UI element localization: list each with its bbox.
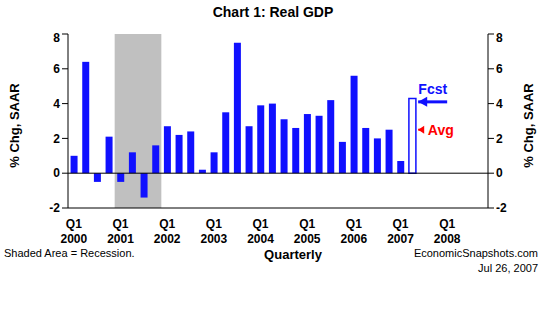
- svg-text:Avg: Avg: [428, 122, 454, 138]
- svg-text:6: 6: [496, 62, 503, 76]
- html-text:Quarterly: Quarterly: [264, 247, 322, 262]
- svg-text:Q12002: Q12002: [154, 217, 181, 244]
- svg-text:Q12004: Q12004: [247, 217, 274, 244]
- svg-text:8: 8: [53, 31, 60, 45]
- svg-text:0: 0: [53, 166, 60, 180]
- svg-text:Q12008: Q12008: [434, 217, 461, 244]
- svg-text:Q12006: Q12006: [340, 217, 367, 244]
- svg-text:Q12007: Q12007: [387, 217, 414, 244]
- html-text:Jul 26, 2007: Jul 26, 2007: [478, 262, 538, 274]
- svg-text:-2: -2: [49, 201, 60, 215]
- html-text:Chart 1: Real GDP: Chart 1: Real GDP: [212, 4, 334, 20]
- svg-text:0: 0: [496, 166, 503, 180]
- svg-text:Q12003: Q12003: [200, 217, 227, 244]
- svg-text:2: 2: [496, 132, 503, 146]
- svg-text:Q12005: Q12005: [294, 217, 321, 244]
- svg-text:Fcst: Fcst: [418, 81, 447, 97]
- svg-text:Q12000: Q12000: [60, 217, 87, 244]
- html-text:Shaded Area = Recession.: Shaded Area = Recession.: [4, 247, 135, 259]
- html-text:EconomicSnapshots.com: EconomicSnapshots.com: [413, 247, 538, 259]
- svg-text:8: 8: [496, 31, 503, 45]
- svg-text:6: 6: [53, 62, 60, 76]
- svg-text:4: 4: [53, 97, 60, 111]
- html-text:% Chg, SAAR: % Chg, SAAR: [6, 83, 22, 168]
- svg-text:Q12001: Q12001: [107, 217, 134, 244]
- html-text:% Chg, SAAR: % Chg, SAAR: [520, 83, 536, 168]
- svg-text:-2: -2: [496, 201, 507, 215]
- svg-text:4: 4: [496, 97, 503, 111]
- svg-text:2: 2: [53, 132, 60, 146]
